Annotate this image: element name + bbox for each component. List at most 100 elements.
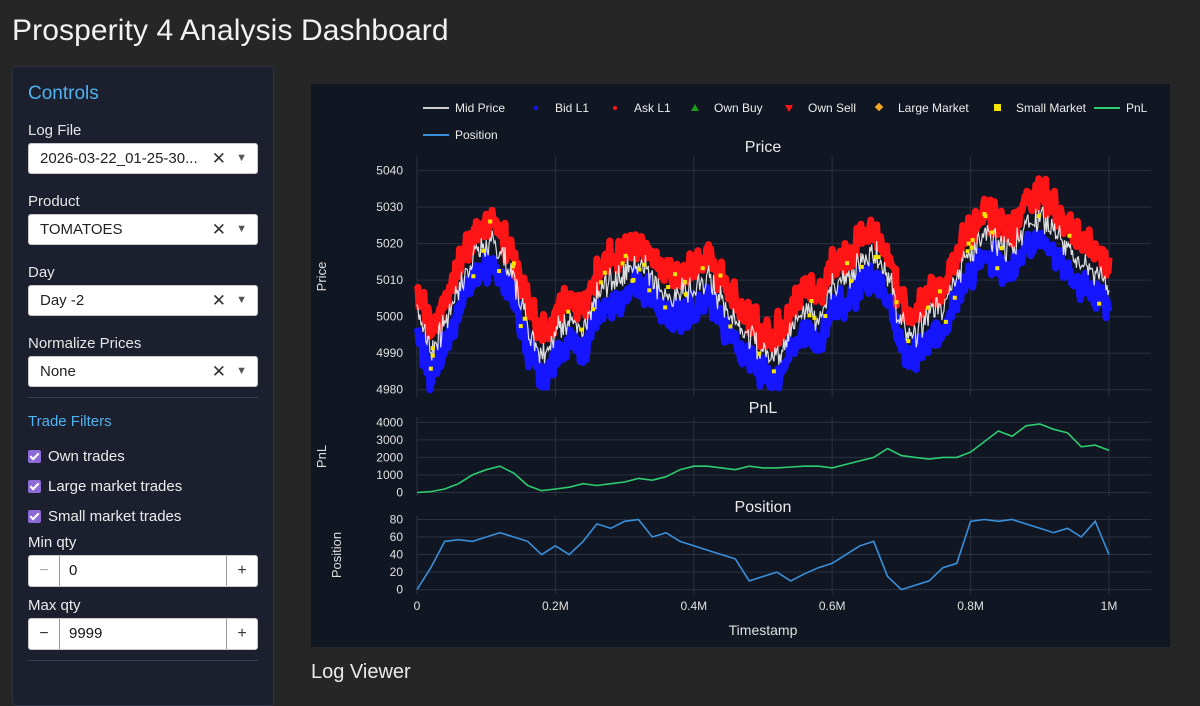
close-icon[interactable]: ✕ xyxy=(211,291,226,310)
checkbox-checked-icon[interactable] xyxy=(28,449,41,463)
y-tick-label: 4000 xyxy=(376,415,403,429)
chevron-down-icon[interactable]: ▼ xyxy=(236,365,247,377)
day-select[interactable]: Day -2 ✕ ▼ xyxy=(28,285,258,316)
line-marker-icon xyxy=(1094,103,1120,113)
min-qty-input[interactable]: 0 xyxy=(59,556,227,586)
small-market-marker xyxy=(598,280,603,285)
legend-item-mid-price[interactable]: Mid Price xyxy=(423,101,505,115)
legend-item-bid-l1[interactable]: Bid L1 xyxy=(523,101,589,115)
legend-item-large-market[interactable]: Large Market xyxy=(866,101,969,115)
line-marker-icon xyxy=(423,103,449,113)
legend-item-position[interactable]: Position xyxy=(423,128,498,142)
y-tick-label: 40 xyxy=(390,548,404,562)
small-market-marker xyxy=(673,272,678,277)
max-qty-decrement-button[interactable]: − xyxy=(39,625,49,642)
checkbox-checked-icon[interactable] xyxy=(28,509,41,523)
dot-marker-icon xyxy=(523,103,549,113)
y-tick-label: 0 xyxy=(396,485,403,499)
y-tick-label: 5010 xyxy=(376,273,403,287)
small-market-marker xyxy=(642,262,647,267)
small-market-marker xyxy=(481,248,486,253)
small-market-marker xyxy=(983,214,988,219)
y-tick-label: 3000 xyxy=(376,433,403,447)
chart-svg[interactable]: 4980 4990 5000 5010 5020 5030 5040 Price Price 0 1… xyxy=(311,84,1170,647)
controls-sidebar: Controls Log File 2026-03-22_01-25-30...… xyxy=(12,66,274,706)
legend-label: PnL xyxy=(1126,101,1148,115)
max-qty-increment-button[interactable]: + xyxy=(237,625,247,642)
small-market-marker xyxy=(873,255,878,260)
legend-label: Position xyxy=(455,128,498,142)
day-label: Day xyxy=(28,264,55,281)
close-icon[interactable]: ✕ xyxy=(211,149,226,168)
x-tick-label: 1M xyxy=(1101,599,1118,613)
subplot-title: Price xyxy=(745,139,782,156)
chevron-down-icon[interactable]: ▼ xyxy=(236,294,247,306)
normalize-select[interactable]: None ✕ ▼ xyxy=(28,356,258,387)
small-market-marker xyxy=(510,264,515,269)
small-market-marker xyxy=(430,353,435,358)
y-axis-label: Price xyxy=(314,262,329,292)
small-market-marker xyxy=(428,366,433,371)
small-market-marker xyxy=(602,270,607,275)
small-market-marker xyxy=(700,266,705,271)
close-icon[interactable]: ✕ xyxy=(211,362,226,381)
log-file-value: 2026-03-22_01-25-30... xyxy=(40,150,198,167)
min-qty-decrement-button[interactable]: − xyxy=(39,562,49,579)
chart-legend: Mid Price Bid L1 Ask L1 Own Buy Own Sell Larg… xyxy=(311,84,1170,144)
small-market-marker xyxy=(647,288,652,293)
small-market-marker xyxy=(809,299,814,304)
y-tick-label: 60 xyxy=(390,530,404,544)
small-market-marker xyxy=(848,278,853,283)
large-market-trades-checkbox[interactable]: Large market trades xyxy=(28,471,257,501)
small-market-marker xyxy=(566,309,571,314)
legend-label: Large Market xyxy=(898,101,969,115)
x-tick-label: 0 xyxy=(414,599,421,613)
small-market-marker xyxy=(579,327,584,332)
max-qty-input[interactable]: 9999 xyxy=(59,619,227,649)
legend-item-pnl[interactable]: PnL xyxy=(1094,101,1147,115)
legend-label: Small Market xyxy=(1016,101,1087,115)
y-axis-label: Position xyxy=(329,532,344,578)
legend-item-small-market[interactable]: Small Market xyxy=(984,101,1086,115)
small-market-marker xyxy=(965,249,970,254)
y-tick-label: 5030 xyxy=(376,200,403,214)
min-qty-label: Min qty xyxy=(28,534,77,551)
small-market-trades-checkbox[interactable]: Small market trades xyxy=(28,501,257,531)
legend-label: Bid L1 xyxy=(555,101,590,115)
legend-item-ask-l1[interactable]: Ask L1 xyxy=(602,101,671,115)
small-market-marker xyxy=(845,261,850,266)
small-market-marker xyxy=(1097,301,1102,306)
product-select[interactable]: TOMATOES ✕ ▼ xyxy=(28,214,258,245)
position-series xyxy=(416,518,1110,591)
min-qty-increment-button[interactable]: + xyxy=(237,562,247,579)
log-file-select[interactable]: 2026-03-22_01-25-30... ✕ ▼ xyxy=(28,143,258,174)
max-qty-stepper: − 9999 + xyxy=(28,618,258,650)
own-trades-checkbox[interactable]: Own trades xyxy=(28,441,257,471)
small-market-marker xyxy=(1067,233,1072,238)
log-file-label: Log File xyxy=(28,122,82,139)
small-market-marker xyxy=(663,305,668,310)
chevron-down-icon[interactable]: ▼ xyxy=(236,152,247,164)
x-tick-label: 0.8M xyxy=(957,599,984,613)
small-market-marker xyxy=(876,255,881,260)
small-market-marker xyxy=(683,292,688,297)
y-tick-label: 5000 xyxy=(376,310,403,324)
divider xyxy=(28,660,258,661)
legend-label: Own Sell xyxy=(808,101,857,115)
small-market-marker xyxy=(807,313,812,318)
own-trades-label: Own trades xyxy=(48,447,125,465)
small-market-marker xyxy=(620,261,625,266)
small-market-marker xyxy=(718,273,723,278)
chevron-down-icon[interactable]: ▼ xyxy=(236,223,247,235)
legend-item-own-sell[interactable]: Own Sell xyxy=(776,101,856,115)
close-icon[interactable]: ✕ xyxy=(211,220,226,239)
small-market-marker xyxy=(859,264,864,269)
small-market-marker xyxy=(488,219,493,224)
legend-item-own-buy[interactable]: Own Buy xyxy=(682,101,763,115)
small-market-marker xyxy=(966,241,971,246)
checkbox-checked-icon[interactable] xyxy=(28,479,41,493)
analysis-chart[interactable]: Mid Price Bid L1 Ask L1 Own Buy Own Sell Larg… xyxy=(311,84,1170,647)
x-tick-label: 0.2M xyxy=(542,599,569,613)
log-viewer-title: Log Viewer xyxy=(311,661,411,683)
small-market-marker xyxy=(757,351,762,356)
